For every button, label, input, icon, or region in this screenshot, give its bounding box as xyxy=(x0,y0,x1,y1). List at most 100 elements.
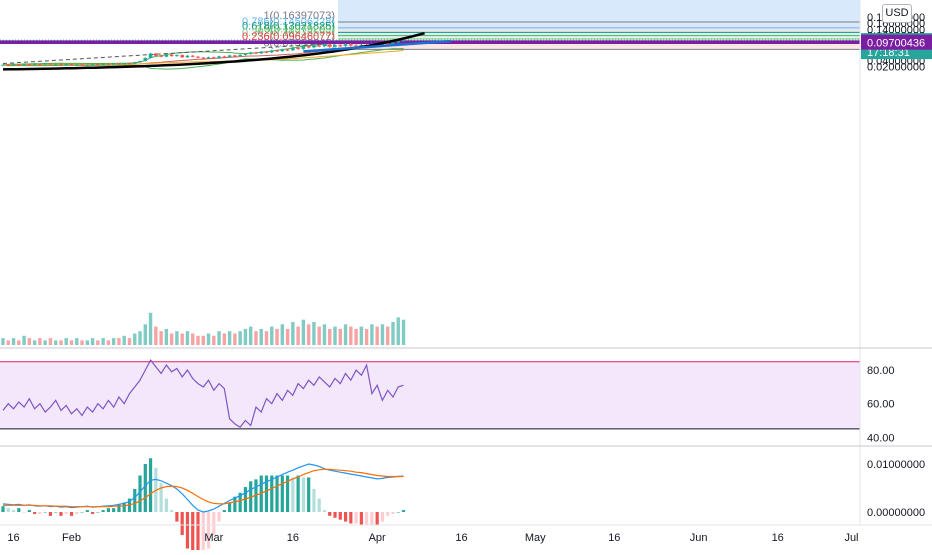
candle-body xyxy=(385,43,390,45)
macd-histogram-bar xyxy=(222,510,226,512)
macd-histogram-bar xyxy=(80,512,84,513)
candle-body xyxy=(327,44,332,47)
volume-bar xyxy=(354,328,358,345)
time-tick-label: 16 xyxy=(287,532,299,544)
macd-histogram-bar xyxy=(133,488,137,512)
volume-bar xyxy=(80,340,84,345)
candle-body xyxy=(233,55,237,57)
macd-histogram-bar xyxy=(333,512,337,518)
candle-body xyxy=(111,63,116,65)
volume-bar xyxy=(6,340,10,345)
volume-bar xyxy=(32,340,37,345)
candle-body xyxy=(53,63,58,65)
volume-bar xyxy=(248,326,253,345)
volume-bar xyxy=(359,326,364,345)
time-tick-label: Jul xyxy=(844,532,858,544)
candle-body xyxy=(38,63,42,65)
volume-bar xyxy=(243,328,248,345)
volume-bar xyxy=(164,328,169,345)
macd-histogram-bar xyxy=(106,508,110,512)
macd-histogram-bar xyxy=(1,506,5,512)
macd-tick-label: 0.01000000 xyxy=(867,459,925,471)
candle-body xyxy=(248,52,253,54)
candle-body xyxy=(269,50,274,53)
candle-body xyxy=(106,63,111,65)
candle-body xyxy=(143,57,148,62)
volume-bar xyxy=(338,328,342,345)
macd-histogram-bar xyxy=(170,510,174,512)
time-tick-label: May xyxy=(525,532,546,544)
candle-body xyxy=(201,57,206,59)
volume-bar xyxy=(106,340,111,345)
macd-histogram-bar xyxy=(359,512,363,526)
volume-bar xyxy=(285,328,290,345)
volume-bar xyxy=(212,335,216,345)
time-tick-label: 16 xyxy=(7,532,19,544)
volume-bar xyxy=(133,333,137,345)
candle-body xyxy=(85,64,90,66)
candle-body xyxy=(159,55,163,57)
volume-bar xyxy=(386,326,390,345)
macd-histogram-bar xyxy=(138,475,142,512)
volume-bar xyxy=(275,328,279,345)
candle-body xyxy=(11,64,16,66)
volume-bar xyxy=(175,331,179,345)
volume-bar xyxy=(296,326,300,345)
time-tick-label: Apr xyxy=(369,532,386,544)
volume-bar xyxy=(180,333,184,345)
candle-body xyxy=(132,62,137,64)
candle-body xyxy=(1,64,5,66)
currency-button[interactable]: USD xyxy=(882,4,912,23)
volume-bar xyxy=(17,340,21,345)
macd-line xyxy=(2,463,404,513)
macd-histogram-bar xyxy=(217,512,221,522)
volume-bar xyxy=(301,319,306,345)
macd-histogram-bar xyxy=(396,512,400,513)
candle-body xyxy=(391,42,395,45)
volume-bar xyxy=(401,319,406,345)
volume-bar xyxy=(291,322,295,345)
volume-bar xyxy=(75,338,79,345)
volume-bar xyxy=(206,333,211,345)
candle-body xyxy=(296,48,300,49)
macd-histogram-bar xyxy=(191,512,195,555)
macd-histogram-bar xyxy=(343,512,348,522)
rsi-tick-label: 60.00 xyxy=(867,399,895,411)
candle-body xyxy=(122,63,127,65)
macd-histogram-bar xyxy=(159,483,163,512)
volume-bar xyxy=(54,340,58,345)
volume-bar xyxy=(227,331,232,345)
candle-body xyxy=(96,64,100,66)
macd-histogram-bar xyxy=(64,512,68,514)
candle-body xyxy=(43,63,47,65)
volume-bar xyxy=(148,312,153,345)
fib-level-label: 0.236(0.09646077) xyxy=(242,31,335,43)
drawings[interactable] xyxy=(2,31,452,71)
price-axis[interactable]: 0.180000000.160000000.140000000.12000000… xyxy=(0,0,932,525)
volume-bar xyxy=(154,326,158,345)
volume-bar xyxy=(185,331,190,345)
candle-body xyxy=(101,63,105,65)
candle-body xyxy=(64,64,69,66)
candle-body xyxy=(74,64,79,66)
macd-histogram-bar xyxy=(238,492,242,512)
volume-bar xyxy=(1,338,5,345)
macd-histogram-bar xyxy=(11,510,16,512)
fib-zone xyxy=(338,42,860,50)
time-axis[interactable]: 16 Feb Mar 16 Apr 16 May 16 Jun 16 Jul xyxy=(0,524,932,544)
macd-histogram-bar xyxy=(228,502,232,512)
candle-body xyxy=(127,63,132,65)
macd-histogram-bar xyxy=(27,510,31,512)
volume-bar xyxy=(233,333,237,345)
macd-histogram-bar xyxy=(264,475,269,512)
candle-body xyxy=(148,53,153,58)
time-tick-label: 16 xyxy=(608,532,620,544)
macd-histogram-bar xyxy=(212,512,216,536)
price-tick-label: 0.02000000 xyxy=(867,62,925,74)
volume-bar xyxy=(38,338,42,345)
candle-body xyxy=(180,55,184,58)
volume-bar xyxy=(90,338,95,345)
volume-bar xyxy=(69,340,74,345)
